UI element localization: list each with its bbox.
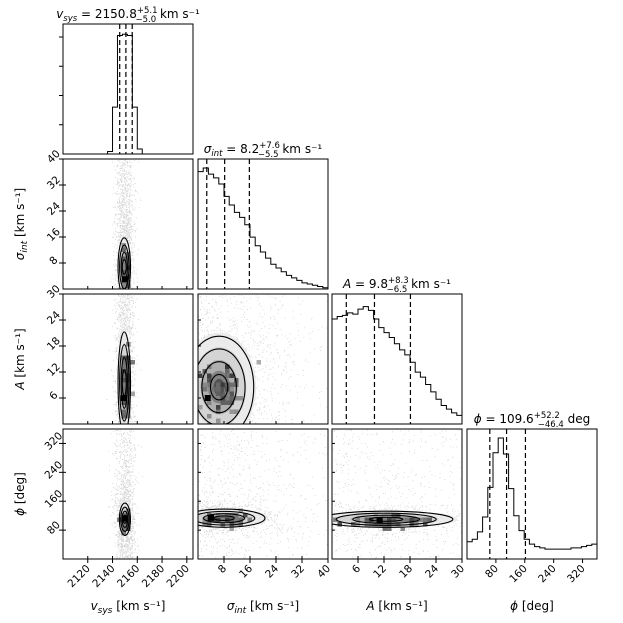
- contour-3: [117, 237, 132, 289]
- contour-0: [368, 516, 404, 522]
- panel-frame: [62, 293, 194, 425]
- scatter-panel-A-phi: [331, 428, 463, 560]
- x-tick-label: 24: [423, 562, 441, 580]
- x-tick-label: 32: [289, 563, 307, 581]
- x-label-sigma: σint [km s⁻¹]: [227, 599, 299, 616]
- y-tick-label: 32: [45, 174, 63, 192]
- hist-step-vsys: [107, 33, 143, 154]
- y-tick-label: 30: [45, 283, 63, 301]
- hist-frame-sigma: [197, 158, 329, 290]
- contour-0: [213, 515, 235, 522]
- hist-panel-phi: ϕ = 109.6+52.2 −46.4 deg: [466, 411, 598, 560]
- contour-0: [209, 373, 229, 401]
- title-A: A = 9.8+8.3 −6.5 km s⁻¹: [342, 276, 451, 295]
- hist-step-phi: [466, 437, 598, 559]
- x-axis-A: 6 12 18 24 30 A [km s⁻¹]: [350, 559, 467, 613]
- x-tick-label: 2180: [140, 563, 167, 590]
- x-label-phi: ϕ [deg]: [510, 599, 554, 613]
- y-tick-label: 80: [45, 519, 63, 537]
- y-label-phi: ϕ [deg]: [13, 472, 27, 516]
- y-tick-label: 240: [43, 459, 66, 482]
- y-tick-label: 160: [43, 488, 66, 511]
- panel-frame: [62, 428, 194, 560]
- contour-2: [198, 510, 256, 526]
- contour-0: [122, 514, 128, 524]
- x-tick-label: 24: [263, 562, 281, 580]
- contour-1: [120, 251, 128, 283]
- scatter-panel-sigma-phi: [197, 428, 329, 560]
- hist-frame-phi: [466, 428, 598, 560]
- contour-3: [117, 331, 132, 424]
- hist-frame-vsys: [62, 23, 194, 155]
- x-axis-phi: 80 160 240 320 ϕ [deg]: [483, 559, 588, 613]
- contour-3: [332, 510, 454, 528]
- x-tick-label: 6: [350, 562, 363, 575]
- y-tick-label: 24: [45, 309, 63, 327]
- scatter-panel-vsys-A: [62, 293, 194, 425]
- panel-frame: [197, 428, 329, 560]
- hist-step-A: [331, 306, 463, 424]
- y-label-sigma: σint [km s⁻¹]: [13, 188, 30, 260]
- scatter-panel-sigma-A: [197, 293, 329, 425]
- y-tick-label: 24: [45, 200, 63, 218]
- x-tick-label: 320: [565, 563, 588, 586]
- contour-1: [120, 356, 128, 409]
- contour-1: [202, 513, 246, 524]
- hist-panel-sigma: σint = 8.2+7.6 −5.5 km s⁻¹: [197, 141, 329, 290]
- x-tick-label: 2200: [165, 563, 192, 590]
- contour-1: [201, 361, 237, 414]
- panel-frame: [331, 428, 463, 560]
- contour-2: [198, 348, 246, 424]
- x-tick-label: 240: [536, 563, 559, 586]
- y-label-A: A [km s⁻¹]: [13, 328, 27, 390]
- x-axis-sigma: 8 16 24 32 40 σint [km s⁻¹]: [216, 559, 333, 616]
- x-tick-label: 12: [371, 563, 389, 581]
- y-tick-label: 18: [45, 335, 63, 353]
- x-label-vsys: vsys [km s⁻¹]: [91, 599, 166, 616]
- y-tick-label: 6: [47, 389, 60, 402]
- contour-3: [198, 508, 266, 528]
- title-sigma: σint = 8.2+7.6 −5.5 km s⁻¹: [204, 141, 323, 160]
- x-tick-label: 80: [483, 563, 501, 581]
- x-tick-label: 2120: [65, 563, 92, 590]
- contour-2: [335, 512, 437, 526]
- contour-1: [121, 510, 129, 528]
- x-tick-label: 18: [397, 563, 415, 581]
- y-axis-sigma: 8 16 24 32 40 σint [km s⁻¹]: [13, 148, 63, 268]
- hist-panel-vsys: vsys = 2150.8+5.1 −5.0 km s⁻¹: [56, 6, 200, 155]
- x-tick-label: 160: [507, 563, 530, 586]
- scatter-panel-vsys-sigma: [62, 158, 194, 290]
- contour-2: [120, 506, 130, 532]
- x-label-A: A [km s⁻¹]: [365, 599, 427, 613]
- x-tick-label: 16: [237, 562, 255, 580]
- y-axis-phi: 80 160 240 320 ϕ [deg]: [13, 430, 65, 537]
- hist-panel-A: A = 9.8+8.3 −6.5 km s⁻¹: [331, 276, 463, 425]
- y-tick-label: 40: [45, 148, 63, 166]
- panel-frame: [62, 158, 194, 290]
- x-tick-label: 30: [449, 563, 467, 581]
- hist-frame-A: [331, 293, 463, 425]
- y-tick-label: 12: [45, 361, 63, 379]
- contour-0: [121, 259, 127, 275]
- y-tick-label: 16: [45, 226, 63, 244]
- x-tick-label: 8: [216, 563, 229, 576]
- y-tick-label: 8: [47, 254, 60, 267]
- contour-0: [121, 369, 127, 397]
- contour-3: [198, 335, 255, 424]
- scatter-panel-vsys-phi: [62, 428, 194, 560]
- contour-1: [352, 514, 421, 524]
- title-vsys: vsys = 2150.8+5.1 −5.0 km s⁻¹: [56, 6, 200, 25]
- x-tick-label: 40: [315, 563, 333, 581]
- hist-step-sigma: [197, 167, 329, 289]
- x-tick-label: 2160: [115, 563, 142, 590]
- y-axis-A: 6 12 18 24 30 A [km s⁻¹]: [13, 283, 63, 403]
- contour-2: [119, 344, 130, 422]
- y-tick-label: 320: [43, 430, 66, 453]
- contour-3: [118, 502, 132, 537]
- title-phi: ϕ = 109.6+52.2 −46.4 deg: [474, 411, 591, 430]
- panel-frame: [197, 293, 329, 425]
- x-tick-label: 2140: [90, 563, 117, 590]
